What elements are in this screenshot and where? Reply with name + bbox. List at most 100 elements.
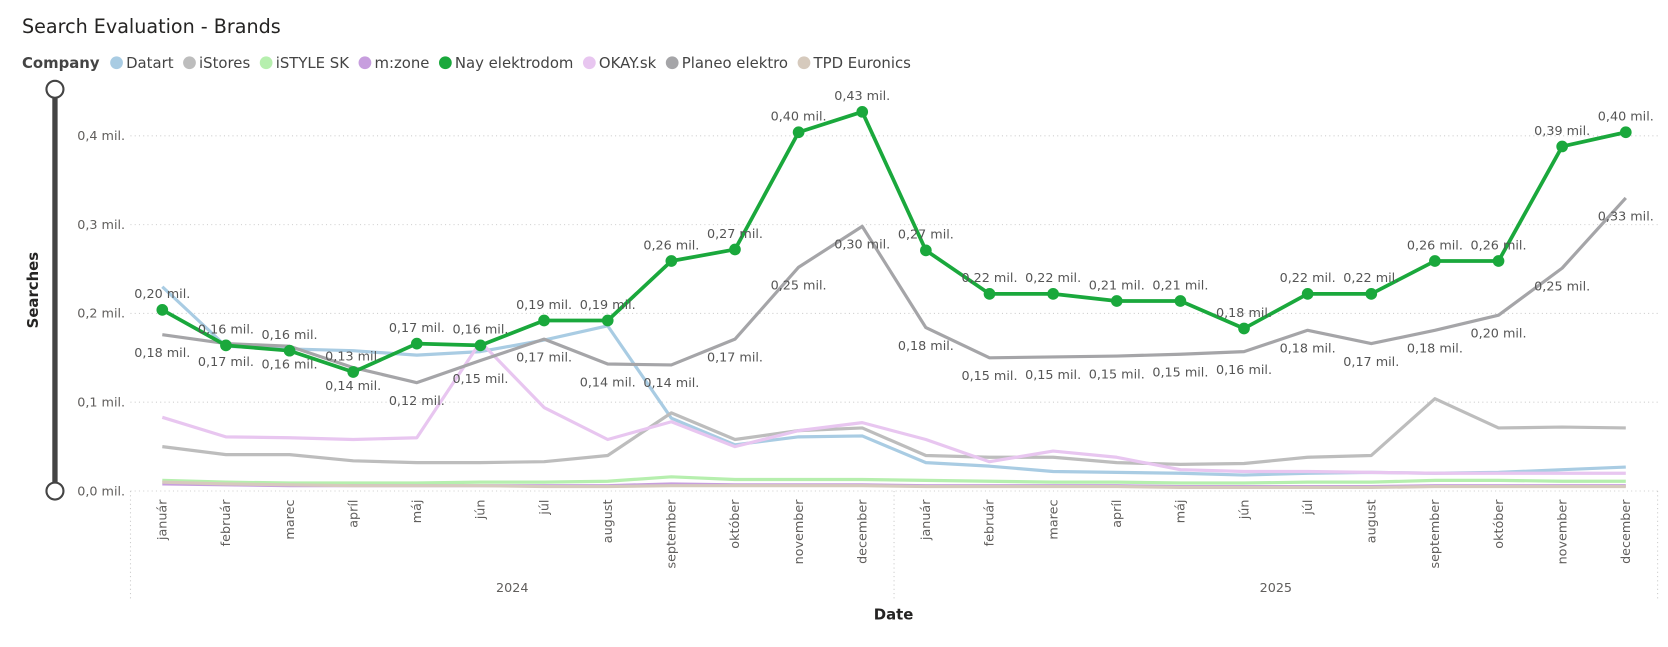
range-slider[interactable] bbox=[45, 79, 65, 501]
series-1 bbox=[162, 397, 1626, 466]
legend-label: iStores bbox=[199, 54, 250, 72]
data-label: 0,19 mil. bbox=[516, 298, 572, 313]
legend-marker bbox=[358, 56, 372, 70]
year-label: 2025 bbox=[1260, 581, 1292, 596]
series-line bbox=[161, 340, 1626, 475]
point-marker bbox=[538, 314, 550, 327]
point-marker bbox=[1238, 322, 1250, 335]
series-line bbox=[162, 475, 1626, 485]
point-marker bbox=[601, 314, 614, 327]
data-label: 0,16 mil. bbox=[1216, 363, 1272, 378]
data-label: 0,22 mil. bbox=[1343, 271, 1399, 286]
data-label: 0,17 mil. bbox=[198, 355, 254, 370]
year-label: 2024 bbox=[496, 581, 528, 596]
data-label: 0,16 mil. bbox=[262, 328, 318, 343]
legend-marker bbox=[665, 56, 679, 70]
x-tick-label: august bbox=[1365, 500, 1380, 544]
data-label: 0,17 mil. bbox=[516, 350, 572, 365]
series-2 bbox=[162, 475, 1626, 485]
point-marker bbox=[1110, 295, 1123, 307]
data-label: 0,16 mil. bbox=[198, 323, 254, 338]
data-label: 0,33 mil. bbox=[1598, 209, 1654, 224]
legend-marker bbox=[183, 56, 196, 70]
point-marker bbox=[1492, 255, 1505, 267]
x-axis-title: Date bbox=[874, 606, 914, 624]
data-label: 0,22 mil. bbox=[1025, 271, 1081, 286]
x-tick-label: marec bbox=[1046, 500, 1061, 540]
series-7 bbox=[162, 480, 1626, 490]
legend-marker bbox=[438, 56, 452, 70]
point-marker bbox=[220, 339, 232, 352]
data-label: 0,17 mil. bbox=[1343, 355, 1399, 370]
data-label: 0,26 mil. bbox=[643, 238, 699, 253]
point-marker bbox=[410, 337, 423, 350]
series-6: 0,18 mil. 0,17 mil. 0,16 mil. 0,14 mil. 0,12… bbox=[134, 196, 1654, 409]
y-tick-label: 0,0 mil. bbox=[77, 484, 125, 499]
series-line bbox=[162, 397, 1626, 466]
x-tick-label: november bbox=[1555, 499, 1570, 565]
data-label: 0,15 mil. bbox=[1089, 367, 1145, 382]
chart-title: Search Evaluation - Brands bbox=[22, 15, 281, 38]
point-marker bbox=[920, 244, 932, 257]
x-tick-label: február bbox=[219, 499, 234, 547]
series-5 bbox=[161, 340, 1626, 475]
data-label: 0,18 mil. bbox=[1407, 342, 1463, 357]
legend-label: Datart bbox=[126, 54, 174, 72]
data-label: 0,19 mil. bbox=[580, 298, 636, 313]
point-marker bbox=[1619, 126, 1632, 139]
x-tick-label: január bbox=[919, 499, 934, 541]
slider-handle[interactable] bbox=[45, 79, 65, 99]
point-marker bbox=[1301, 288, 1314, 300]
y-tick-label: 0,1 mil. bbox=[77, 395, 125, 410]
data-label: 0,18 mil. bbox=[1280, 342, 1336, 357]
x-tick-label: september bbox=[1428, 499, 1443, 569]
series-line bbox=[161, 109, 1627, 374]
data-label: 0,16 mil. bbox=[262, 358, 318, 373]
y-tick-label: 0,3 mil. bbox=[77, 218, 125, 233]
data-label: 0,39 mil. bbox=[1534, 124, 1590, 139]
point-marker bbox=[474, 339, 487, 352]
x-tick-label: júl bbox=[537, 500, 552, 516]
point-marker bbox=[1429, 255, 1441, 267]
data-label: 0,14 mil. bbox=[325, 379, 381, 394]
data-label: 0,15 mil. bbox=[1025, 368, 1081, 383]
data-label: 0,40 mil. bbox=[1598, 110, 1654, 125]
x-tick-label: október bbox=[728, 499, 743, 549]
point-marker bbox=[983, 288, 996, 300]
x-tick-label: máj bbox=[1174, 500, 1189, 524]
x-tick-label: marec bbox=[283, 500, 298, 540]
series-4: 0,20 mil. 0,16 mil. 0,16 mil. 0,13 mil. 0,17… bbox=[134, 89, 1654, 378]
slider-handle[interactable] bbox=[45, 481, 65, 501]
x-tick-label: október bbox=[1492, 499, 1507, 549]
data-label: 0,26 mil. bbox=[1407, 238, 1463, 253]
x-tick-label: apríl bbox=[1110, 500, 1125, 528]
legend-marker bbox=[110, 56, 123, 70]
data-label: 0,21 mil. bbox=[1152, 278, 1208, 293]
data-label: 0,15 mil. bbox=[452, 372, 508, 387]
data-label: 0,20 mil. bbox=[1471, 327, 1527, 342]
point-marker bbox=[156, 304, 169, 316]
data-label: 0,18 mil. bbox=[134, 346, 190, 361]
series-line bbox=[162, 480, 1626, 490]
data-label: 0,22 mil. bbox=[961, 271, 1017, 286]
data-label: 0,27 mil. bbox=[898, 228, 954, 243]
point-marker bbox=[665, 255, 678, 267]
data-label: 0,15 mil. bbox=[1152, 366, 1208, 381]
data-label: 0,15 mil. bbox=[961, 369, 1017, 384]
data-label: 0,43 mil. bbox=[834, 89, 890, 104]
data-label: 0,20 mil. bbox=[134, 287, 190, 302]
legend-marker bbox=[797, 56, 811, 70]
x-tick-label: jún bbox=[474, 500, 489, 521]
point-marker bbox=[1174, 295, 1187, 307]
legend-label: Nay elektrodom bbox=[455, 54, 573, 72]
point-marker bbox=[1365, 288, 1378, 300]
x-tick-label: apríl bbox=[346, 500, 361, 528]
data-label: 0,25 mil. bbox=[1534, 279, 1590, 294]
data-label: 0,16 mil. bbox=[452, 323, 508, 338]
point-marker bbox=[347, 366, 360, 378]
legend-label: TPD Euronics bbox=[813, 54, 912, 72]
data-label: 0,40 mil. bbox=[771, 110, 827, 125]
y-tick-label: 0,4 mil. bbox=[77, 129, 125, 144]
data-label: 0,18 mil. bbox=[1216, 306, 1272, 321]
